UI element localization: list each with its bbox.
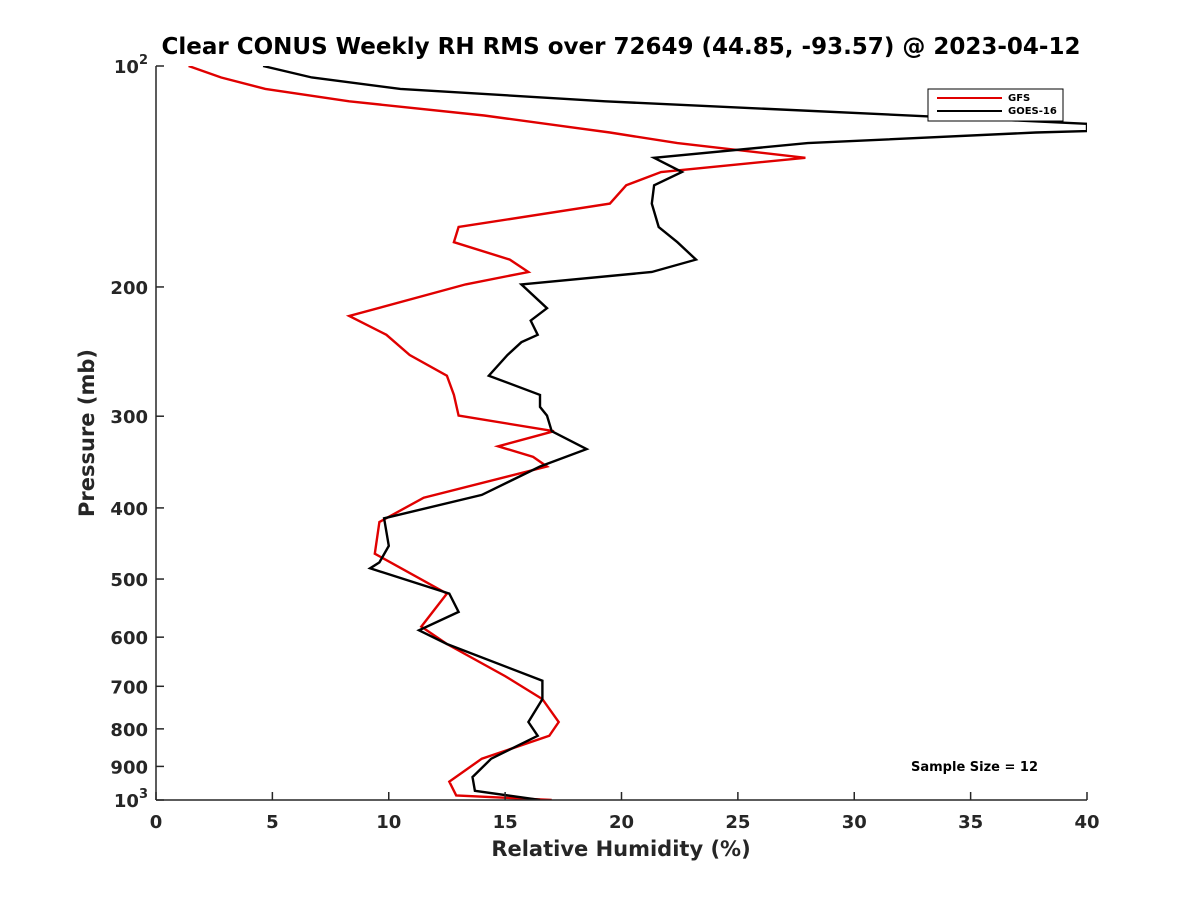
series-layer [188, 66, 1087, 800]
x-ticks: 0 5 10 15 20 25 30 35 40 [150, 792, 1100, 833]
y-axis-label: Pressure (mb) [75, 349, 99, 517]
chart-title: Clear CONUS Weekly RH RMS over 72649 (44… [162, 34, 1081, 60]
legend: GFS GOES-16 [927, 88, 1064, 122]
y-ticks: 102 200 300 400 500 600 700 800 900 103 [110, 53, 164, 812]
x-tick-label: 15 [493, 812, 518, 833]
y-tick-label: 700 [110, 677, 148, 698]
y-tick-label: 800 [110, 720, 148, 741]
legend-label-gfs: GFS [1008, 93, 1030, 104]
sample-size-annotation: Sample Size = 12 [911, 760, 1038, 775]
y-tick-label: 500 [110, 570, 148, 591]
x-tick-label: 25 [725, 812, 750, 833]
x-tick-label: 10 [376, 812, 401, 833]
x-tick-label: 20 [609, 812, 634, 833]
y-tick-label: 300 [110, 407, 148, 428]
x-tick-label: 0 [150, 812, 163, 833]
y-tick-label: 200 [110, 278, 148, 299]
series-line-goes-16 [262, 66, 1087, 800]
x-tick-label: 30 [842, 812, 867, 833]
x-tick-label: 40 [1074, 812, 1099, 833]
y-tick-label: 900 [110, 757, 148, 778]
x-tick-label: 35 [958, 812, 983, 833]
y-tick-label: 102 [114, 53, 148, 78]
y-tick-label: 600 [110, 628, 148, 649]
legend-box [927, 88, 1064, 122]
x-tick-label: 5 [266, 812, 279, 833]
legend-label-goes-16: GOES-16 [1008, 106, 1057, 117]
plot-area [156, 66, 1087, 800]
x-axis-label: Relative Humidity (%) [491, 837, 750, 861]
y-tick-label: 400 [110, 499, 148, 520]
y-tick-label: 103 [114, 787, 148, 812]
